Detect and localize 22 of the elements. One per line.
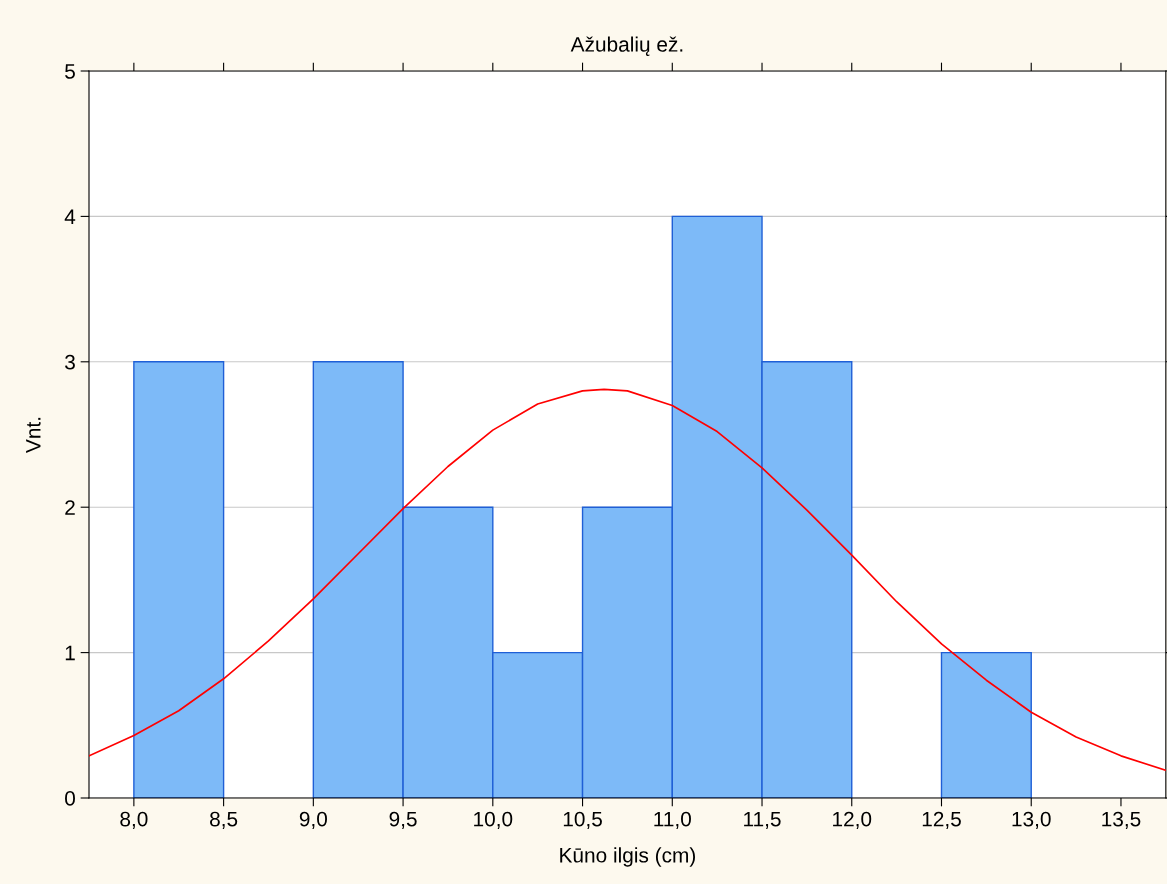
x-tick-label: 8,5 [210, 811, 238, 829]
x-tick-label: 10,0 [474, 811, 513, 829]
y-tick-label: 4 [64, 209, 76, 224]
x-tick-label: 9,0 [299, 811, 328, 829]
y-tick-label: 1 [65, 645, 75, 661]
y-axis-title: Vnt. [26, 417, 41, 453]
x-tick-label: 11,0 [654, 811, 691, 829]
x-axis-title: Kūno ilgis (cm) [560, 847, 696, 867]
y-tick-label: 2 [65, 500, 75, 515]
x-tick-label: 12,0 [833, 811, 872, 829]
y-tick-label: 0 [65, 791, 75, 806]
x-tick-label: 9,5 [389, 811, 417, 829]
x-tick-label: 11,5 [744, 811, 781, 829]
chart-title: Ažubalių ež. [570, 36, 683, 56]
x-tick-label: 8,0 [120, 811, 148, 829]
x-tick-label: 12,5 [922, 811, 961, 829]
x-tick-label: 13,5 [1102, 811, 1141, 829]
y-tick-label: 3 [65, 354, 75, 370]
y-tick-label: 5 [65, 64, 75, 79]
x-tick-label: 10,5 [563, 811, 602, 829]
line-series [89, 388, 1166, 772]
x-tick-label: 13,0 [1012, 811, 1051, 829]
